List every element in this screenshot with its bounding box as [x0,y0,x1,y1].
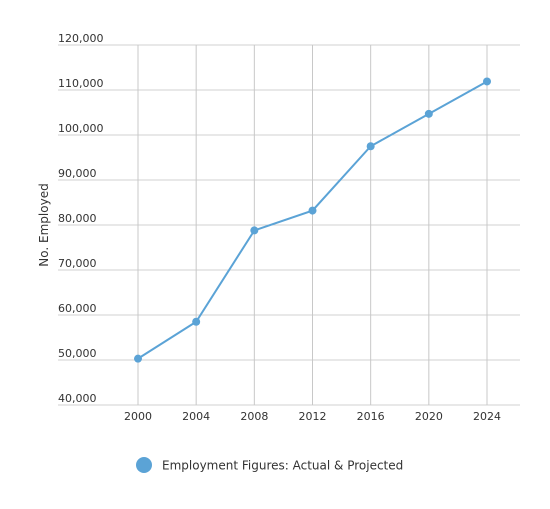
data-point[interactable] [308,206,317,215]
y-tick-label: 60,000 [58,302,97,315]
y-tick-label: 100,000 [58,122,104,135]
legend[interactable]: Employment Figures: Actual & Projected [136,457,403,473]
x-tick-labels: 2000 2004 2008 2012 2016 2020 2024 [124,410,501,423]
y-tick-label: 90,000 [58,167,97,180]
y-tick-label: 50,000 [58,347,97,360]
y-tick-label: 70,000 [58,257,97,270]
series-layer [134,77,491,363]
x-tick-label: 2016 [357,410,385,423]
x-tick-label: 2000 [124,410,152,423]
data-point[interactable] [366,142,375,151]
y-tick-label: 120,000 [58,32,104,45]
y-tick-labels: 40,000 50,000 60,000 70,000 80,000 90,000 100,… [58,32,104,405]
legend-label[interactable]: Employment Figures: Actual & Projected [162,459,403,473]
data-point[interactable] [483,77,491,86]
x-tick-label: 2008 [240,410,268,423]
data-point[interactable] [192,317,201,326]
y-axis-title: No. Employed [37,183,51,266]
x-tick-label: 2024 [473,410,501,423]
y-tick-label: 110,000 [58,77,104,90]
y-tick-label: 80,000 [58,212,97,225]
x-tick-label: 2004 [182,410,210,423]
y-tick-label: 40,000 [58,392,97,405]
data-point[interactable] [250,226,259,235]
x-tick-label: 2020 [415,410,443,423]
grid-lines [58,44,520,406]
legend-marker-icon[interactable] [136,457,152,473]
x-tick-label: 2012 [299,410,327,423]
data-point[interactable] [424,109,433,118]
data-point[interactable] [134,354,142,363]
